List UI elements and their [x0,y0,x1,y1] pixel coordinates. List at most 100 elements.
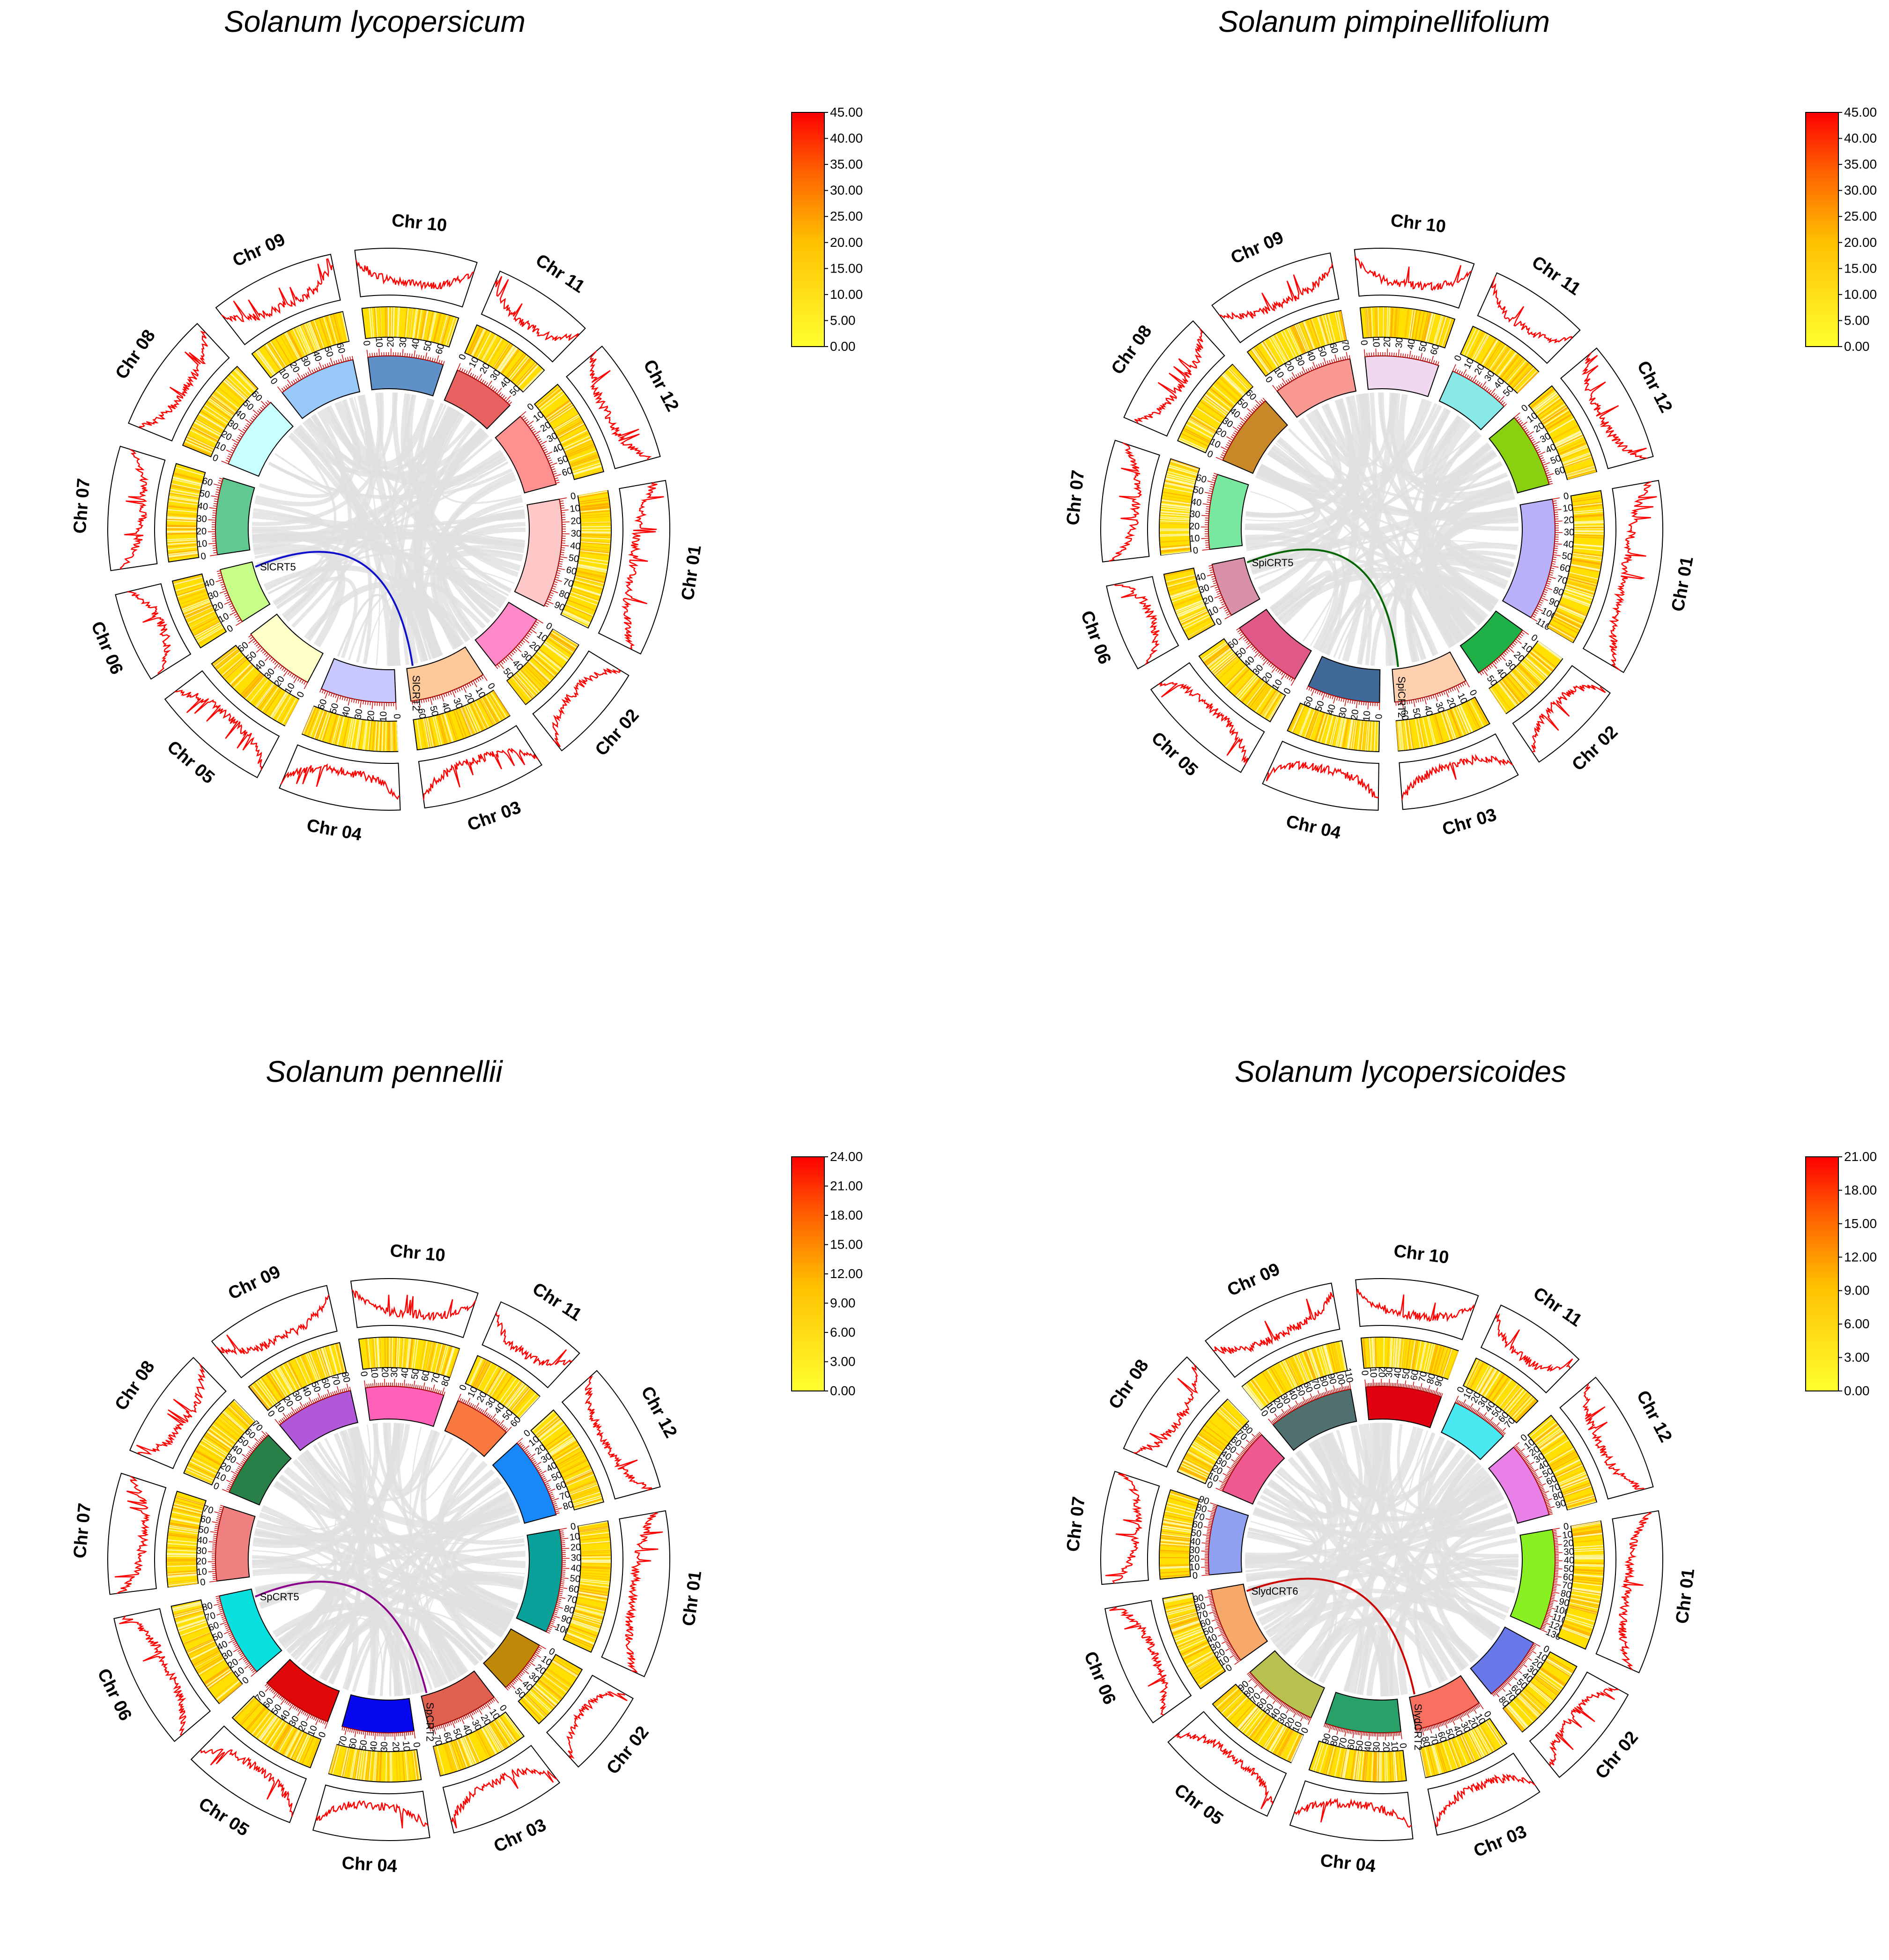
chromosome-label: Chr 09 [230,229,288,271]
tick-mark [1459,1715,1462,1721]
tick-mark [559,1593,563,1594]
tick-mark [561,505,564,506]
tick-mark [1326,1724,1327,1728]
tick-mark [553,1614,557,1615]
tick-mark [261,1436,264,1439]
tick-mark [465,1716,466,1719]
tick-mark [406,1383,407,1387]
tick-mark [297,678,299,681]
tick-mark [1514,641,1517,643]
tick-mark [1205,540,1209,541]
tick-mark [1252,409,1254,412]
tick-mark [262,406,265,408]
tick-mark [1261,399,1264,402]
tick-mark [513,651,516,653]
legend-label: 45.00 [1844,105,1877,119]
tick-mark [1280,671,1282,674]
tick-mark [330,358,333,365]
tick-mark [1435,694,1437,701]
tick-mark [443,361,444,365]
legend-label: 0.00 [830,1383,856,1398]
tick-mark [300,1406,302,1410]
tick-mark [1213,583,1217,584]
tick-mark [1358,1731,1359,1735]
tick-mark [523,1446,529,1450]
tick-mark [260,407,263,410]
tick-mark [415,1385,416,1389]
tick-mark [1449,1719,1450,1723]
tick-mark [1352,700,1353,704]
tick-mark [1463,1713,1465,1716]
tick-mark [1437,362,1439,365]
tick-label: 10 [373,337,384,348]
tick-mark [1296,1711,1298,1715]
tick-mark [550,1494,553,1495]
tick-mark [219,1609,223,1610]
tick-mark [471,1712,473,1715]
tick-mark [524,1668,527,1670]
tick-label: 0 [1263,375,1274,385]
tick-mark [241,1655,244,1657]
tick-mark [1478,1704,1480,1707]
tick-mark [1263,658,1266,661]
tick-mark [529,1454,535,1458]
tick-mark [1552,498,1560,499]
tick-mark [1553,555,1561,556]
tick-mark [514,1679,517,1682]
tick-mark [1212,578,1216,579]
tick-mark [1527,1654,1531,1656]
tick-mark [278,665,281,667]
chromosome-label: Chr 11 [1528,252,1585,299]
tick-mark [533,1463,537,1464]
tick-mark [289,1703,291,1706]
tick-mark [414,1381,415,1388]
tick-mark [394,1379,395,1386]
tick-mark [1429,696,1430,700]
tick-mark [350,1387,351,1390]
tick-mark [527,1453,530,1455]
tick-mark [1421,353,1422,361]
tick-mark [1308,1717,1310,1720]
tick-mark [437,1726,438,1730]
tick-mark [1476,381,1478,384]
chromosome-label: Chr 06 [87,619,127,677]
tick-mark [1243,637,1246,639]
tick-label: 40 [570,1563,581,1574]
tick-mark [217,1516,221,1517]
tick-mark [475,1710,477,1713]
tick-mark [233,1642,236,1643]
tick-mark [1337,697,1338,701]
tick-mark [1480,672,1482,675]
tick-mark [1473,1707,1476,1714]
tick-mark [331,693,332,697]
tick-mark [515,1678,518,1680]
tick-mark [1284,1704,1286,1708]
tick-mark [1474,1706,1476,1709]
tick-mark [548,599,551,600]
tick-mark [553,473,557,474]
tick-mark [477,1407,479,1411]
lineplot-frame [602,1511,670,1677]
tick-mark [1532,441,1535,443]
tick-mark [1225,609,1228,611]
tick-mark [342,355,344,362]
tick-mark [211,496,219,497]
tick-mark [539,441,542,443]
tick-mark [236,1646,239,1648]
density-stripe [1377,1752,1378,1782]
tick-mark [1526,432,1530,434]
tick-mark [240,1653,243,1655]
tick-label: 0 [1214,616,1224,628]
tick-label: 10 [378,711,389,722]
tick-mark [316,368,318,371]
tick-mark [1286,1705,1288,1709]
gene-label-to: SpiCRT2 [1396,676,1407,718]
tick-mark [1482,671,1484,674]
tick-mark [559,563,563,564]
tick-mark [216,1600,220,1601]
tick-mark [273,660,275,663]
tick-mark [1254,652,1259,657]
tick-mark [354,699,355,703]
density-stripe [391,1338,392,1367]
tick-mark [226,1627,229,1629]
